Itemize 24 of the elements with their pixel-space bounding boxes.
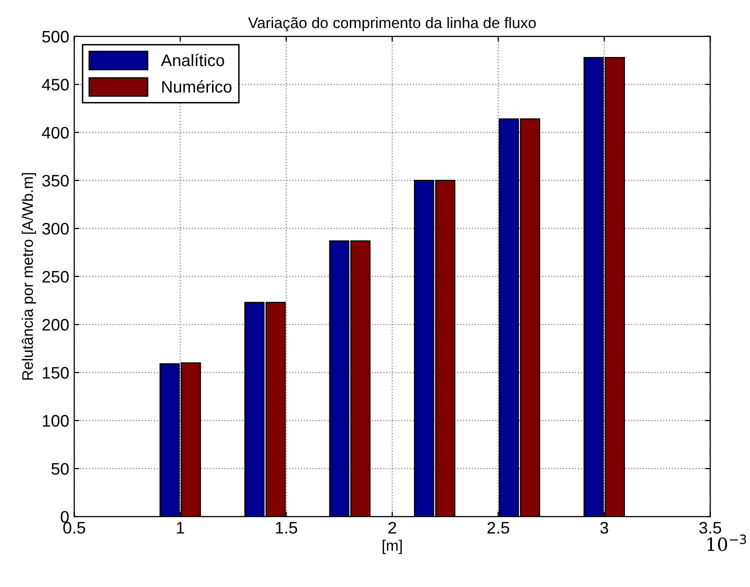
y-tick-label: 200 [42,318,69,331]
x-tick-label: 1 [176,522,184,534]
text: 10$^{−3}$ [708,534,746,552]
y-tick-label: 400 [42,126,69,139]
y-tick-label: 300 [42,222,69,235]
x-tick-label: 2.5 [488,522,510,534]
y-tick-label: 250 [42,270,69,283]
y-tick-label: 50 [52,462,69,475]
legend-label: Analítico [160,54,224,66]
y-tick-label: 150 [42,366,69,379]
y-tick-label: 350 [42,174,69,187]
legend-label: Numérico [162,80,232,93]
chart-title: Variação do comprimento da linha de fluxo [248,16,536,32]
x-tick-label: 2 [388,522,396,534]
x-tick-label: 3 [600,522,608,534]
x-tick-label: 3.5 [699,522,722,534]
x-tick-label: 0.5 [63,522,86,534]
y-tick-label: 0 [60,510,69,523]
y-tick-label: 500 [42,30,69,43]
x-tick-label: 1.5 [276,522,298,534]
x-axis-title: [m] [382,540,402,554]
y-tick-label: 450 [42,78,69,91]
y-tick-label: 100 [42,414,69,427]
y-axis-title: Relutância por metro [A/Wb.m] [22,173,36,380]
